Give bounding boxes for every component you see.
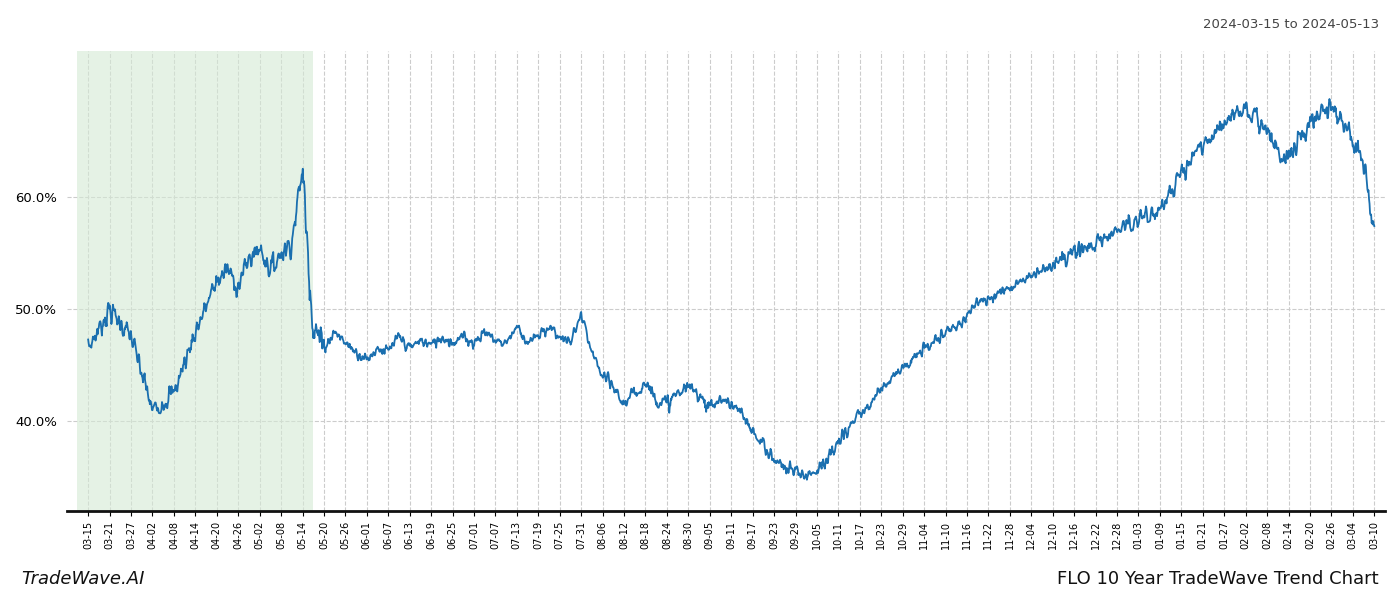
Text: FLO 10 Year TradeWave Trend Chart: FLO 10 Year TradeWave Trend Chart [1057,570,1379,588]
Text: 2024-03-15 to 2024-05-13: 2024-03-15 to 2024-05-13 [1203,18,1379,31]
Text: TradeWave.AI: TradeWave.AI [21,570,144,588]
Bar [77,51,314,511]
